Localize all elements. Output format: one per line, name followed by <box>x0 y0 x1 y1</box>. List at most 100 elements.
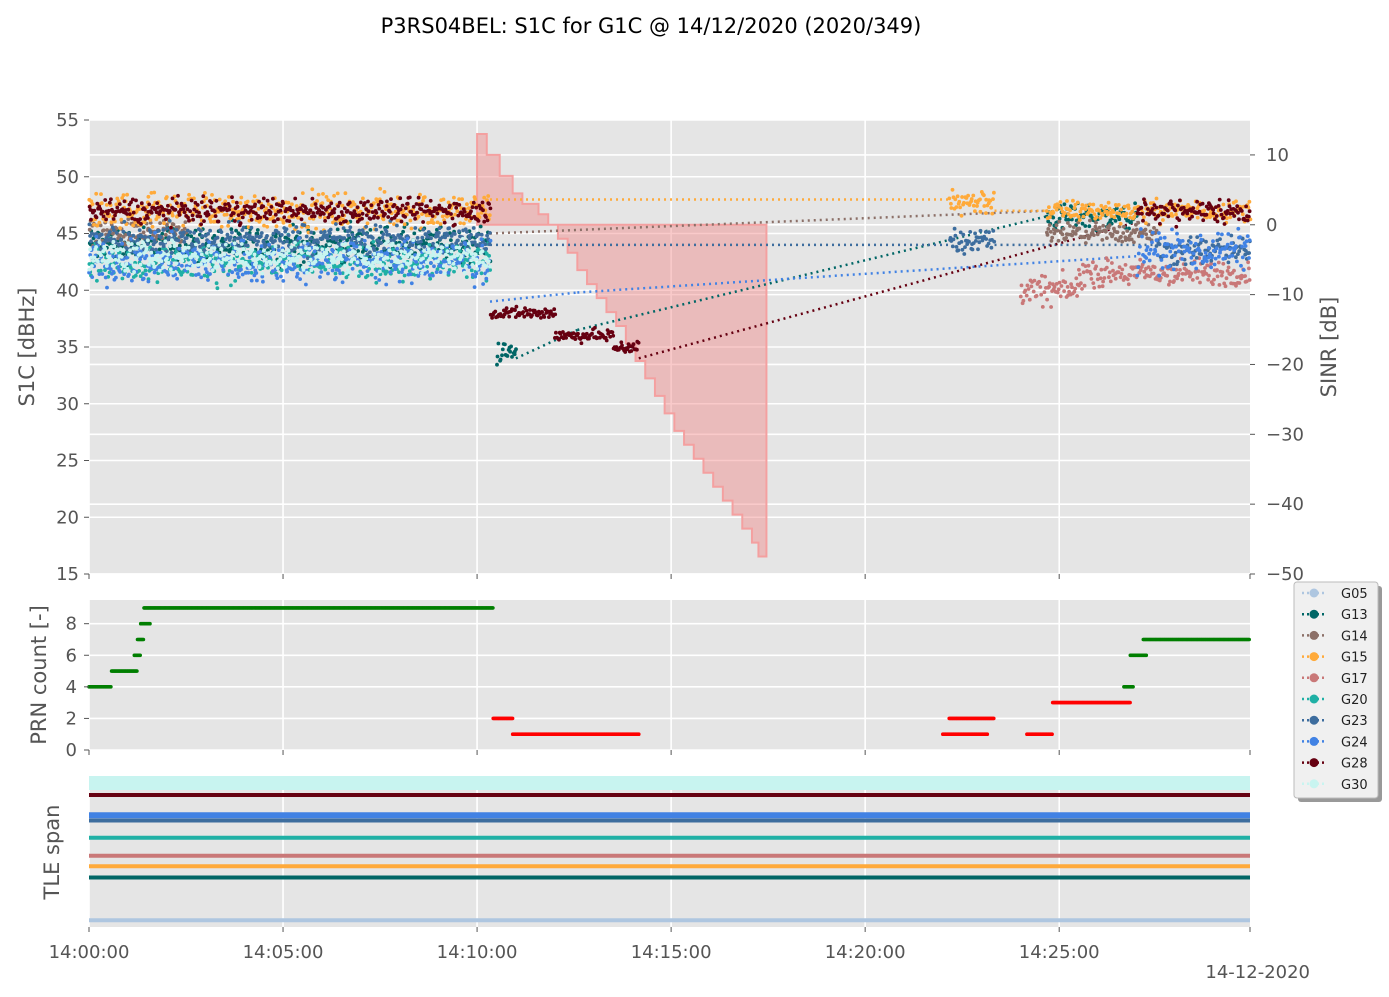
data-point <box>961 232 966 237</box>
data-point <box>256 207 261 211</box>
data-point <box>296 230 300 234</box>
data-point <box>393 257 398 261</box>
data-point <box>288 223 292 228</box>
data-point <box>281 240 286 245</box>
data-point <box>1024 293 1029 298</box>
data-point <box>1216 231 1220 236</box>
data-point <box>1228 247 1232 252</box>
data-point <box>1153 249 1158 254</box>
data-point <box>265 198 270 203</box>
data-point <box>372 214 377 219</box>
data-point <box>360 216 364 221</box>
data-point <box>359 271 364 276</box>
data-point <box>1173 208 1178 213</box>
data-point <box>473 197 478 202</box>
data-point <box>150 247 155 252</box>
data-point <box>1142 197 1146 202</box>
data-point <box>1139 205 1144 210</box>
data-point <box>1077 272 1082 277</box>
prn-point <box>491 606 495 610</box>
data-point <box>101 228 106 233</box>
data-point <box>416 252 421 257</box>
data-point <box>1102 276 1107 280</box>
data-point <box>286 233 291 238</box>
data-point <box>261 204 266 209</box>
data-point <box>1095 227 1099 232</box>
data-point <box>388 263 393 268</box>
data-point <box>287 256 291 261</box>
data-point <box>488 238 493 243</box>
data-point <box>144 272 148 277</box>
data-point <box>320 201 325 206</box>
data-point <box>1210 255 1214 260</box>
data-point <box>409 250 414 254</box>
data-point <box>214 198 219 203</box>
data-point <box>413 216 417 221</box>
data-point <box>431 273 435 278</box>
data-point <box>458 221 463 226</box>
data-point <box>1228 215 1233 220</box>
data-point <box>457 245 462 250</box>
data-point <box>482 219 487 224</box>
data-point <box>500 347 505 352</box>
data-point <box>968 230 973 234</box>
data-point <box>99 192 103 197</box>
data-point <box>1117 217 1122 222</box>
data-point <box>206 232 211 236</box>
data-point <box>1049 239 1054 243</box>
data-point <box>188 230 193 235</box>
data-point <box>299 250 304 255</box>
data-point <box>219 230 224 235</box>
data-point <box>408 272 413 277</box>
data-point <box>1089 271 1093 276</box>
chart-title: P3RS04BEL: S1C for G1C @ 14/12/2020 (202… <box>381 14 922 38</box>
data-point <box>206 278 210 282</box>
data-point <box>428 276 433 281</box>
data-point <box>312 249 317 254</box>
data-point <box>1119 234 1123 239</box>
data-point <box>1097 225 1102 230</box>
data-point <box>334 276 338 280</box>
data-point <box>1087 224 1092 229</box>
data-point <box>1136 220 1141 225</box>
data-point <box>231 250 236 255</box>
data-point <box>389 197 393 202</box>
data-point <box>334 250 338 255</box>
data-point <box>114 202 119 207</box>
data-point <box>1165 273 1170 278</box>
data-point <box>323 216 327 220</box>
data-point <box>440 245 445 250</box>
data-point <box>950 244 955 249</box>
data-point <box>379 240 384 245</box>
data-point <box>142 235 147 239</box>
data-point <box>484 247 488 251</box>
data-point <box>1150 230 1155 235</box>
data-point <box>310 196 315 201</box>
data-point <box>1057 216 1062 221</box>
data-point <box>982 204 987 208</box>
data-point <box>423 253 428 258</box>
data-point <box>279 274 283 279</box>
data-point <box>1113 219 1118 223</box>
data-point <box>316 192 321 197</box>
data-point <box>1239 263 1243 268</box>
data-point <box>106 259 111 264</box>
data-point <box>207 240 211 245</box>
data-point <box>470 263 475 267</box>
data-point <box>408 260 413 265</box>
data-point <box>1157 231 1161 235</box>
data-point <box>1143 202 1148 207</box>
data-point <box>1152 265 1157 270</box>
data-point <box>215 247 220 252</box>
data-point <box>235 271 240 276</box>
data-point <box>950 187 955 192</box>
data-point <box>240 215 245 220</box>
data-point <box>1105 236 1109 241</box>
data-point <box>500 353 504 358</box>
data-point <box>110 263 115 268</box>
data-point <box>254 261 258 265</box>
data-point <box>1104 265 1109 270</box>
data-point <box>228 235 233 240</box>
data-point <box>355 205 360 210</box>
data-point <box>1226 260 1231 265</box>
